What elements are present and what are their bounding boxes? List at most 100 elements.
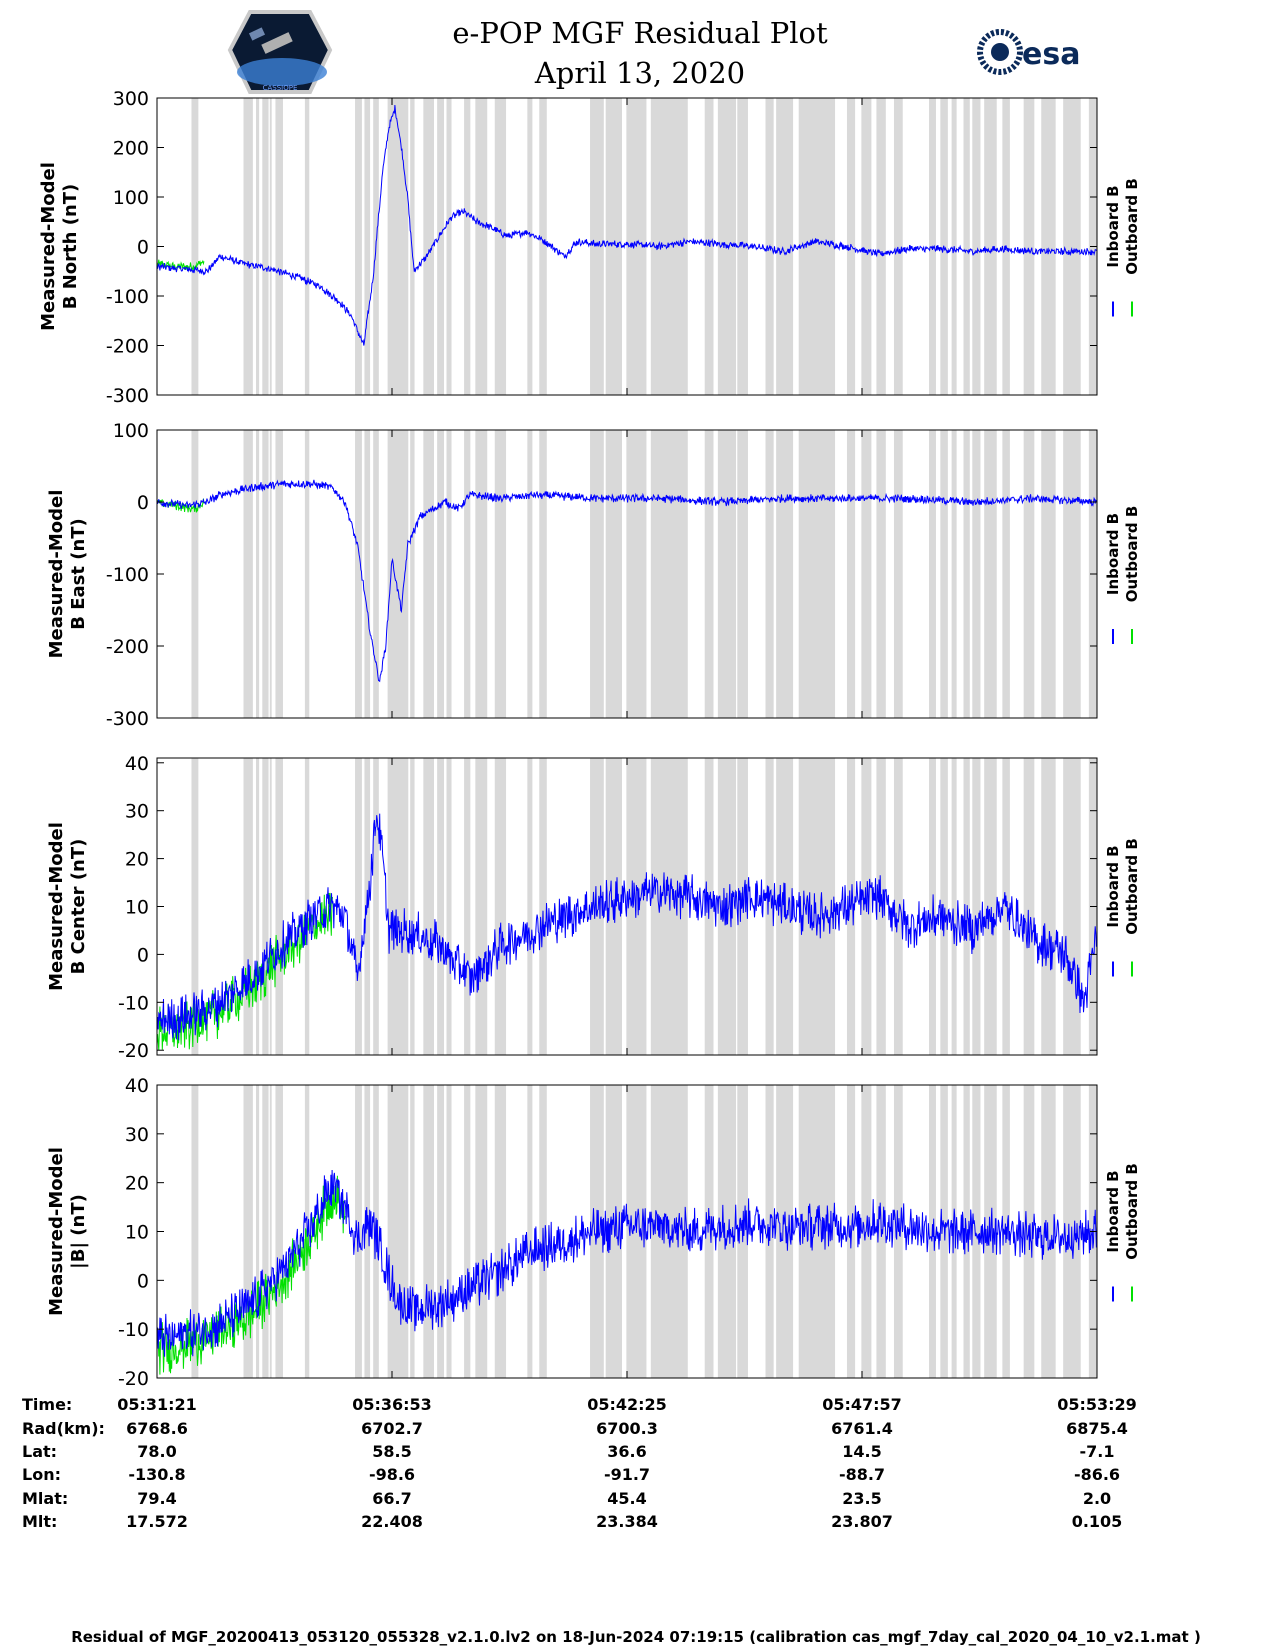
shade-band-35 (940, 758, 948, 1055)
shade-band-2 (256, 758, 260, 1055)
shade-band-27 (765, 758, 774, 1055)
panel-total: -20 -10 0 10 20 30 40 Measured-Model|B| (nT) Inb… (46, 1075, 1141, 1390)
shade-band-0 (191, 758, 199, 1055)
shade-band-22 (626, 430, 647, 718)
shade-band-34 (929, 430, 936, 718)
shaded-intervals (191, 758, 1097, 1055)
shade-band-35 (940, 430, 948, 718)
shade-band-1 (243, 430, 253, 718)
y-tick-label: -100 (106, 286, 149, 308)
shade-band-24 (704, 430, 714, 718)
shade-band-42 (1041, 430, 1056, 718)
table-row-label: Mlt: (22, 1512, 57, 1531)
shade-band-17 (494, 1085, 507, 1378)
shade-band-39 (984, 758, 997, 1055)
table-cell: 0.105 (1072, 1512, 1123, 1531)
shade-band-18 (527, 758, 533, 1055)
shade-band-3 (262, 98, 269, 395)
shade-band-36 (951, 430, 957, 718)
plot-title: e-POP MGF Residual Plot (452, 16, 828, 50)
shade-band-26 (737, 98, 748, 395)
table-cell: 14.5 (842, 1442, 881, 1461)
shade-band-26 (737, 430, 748, 718)
table-cell: 05:47:57 (822, 1395, 902, 1414)
y-tick-label: 20 (125, 849, 149, 871)
table-cell: -7.1 (1080, 1442, 1115, 1461)
table-cell: 23.5 (842, 1489, 881, 1508)
plot-date: April 13, 2020 (534, 56, 745, 90)
table-cell: 23.384 (596, 1512, 658, 1531)
shade-band-12 (423, 758, 434, 1055)
shade-band-19 (539, 758, 547, 1055)
table-row-label: Lon: (22, 1465, 61, 1484)
shade-band-20 (590, 98, 604, 395)
shade-band-15 (464, 98, 471, 395)
shade-band-17 (494, 758, 507, 1055)
table-cell: 05:31:21 (117, 1395, 197, 1414)
shade-band-21 (605, 430, 622, 718)
table-cell: 6700.3 (596, 1419, 658, 1438)
shade-band-13 (437, 1085, 445, 1378)
shade-band-36 (951, 758, 957, 1055)
shade-band-40 (1002, 430, 1010, 718)
legend-outboard-label: Outboard B (1123, 178, 1141, 275)
y-tick-label: -300 (106, 708, 149, 730)
y-axis-label: Measured-ModelB Center (nT) (46, 822, 89, 991)
shade-band-20 (590, 430, 604, 718)
shade-band-26 (737, 758, 748, 1055)
y-tick-label: -200 (106, 336, 149, 358)
table-cell: 05:53:29 (1057, 1395, 1137, 1414)
legend-outboard-label: Outboard B (1123, 506, 1141, 603)
table-cell: -98.6 (369, 1465, 415, 1484)
table-cell: -91.7 (604, 1465, 650, 1484)
shade-band-1 (243, 98, 253, 395)
shade-band-10 (387, 98, 409, 395)
shade-band-37 (963, 430, 970, 718)
y-tick-label: 100 (113, 420, 149, 442)
shade-band-18 (527, 98, 533, 395)
esa-logo: esa (977, 29, 1080, 75)
shade-band-28 (776, 430, 794, 718)
shade-band-32 (876, 98, 886, 395)
y-axis-label: Measured-ModelB North (nT) (38, 162, 81, 331)
shade-band-6 (304, 430, 310, 718)
y-tick-label: -300 (106, 385, 149, 407)
legend-outboard-label: Outboard B (1123, 838, 1141, 935)
table-cell: 78.0 (137, 1442, 176, 1461)
shade-band-14 (446, 1085, 452, 1378)
shade-band-0 (191, 1085, 199, 1378)
table-cell: 45.4 (607, 1489, 646, 1508)
shade-band-19 (539, 98, 547, 395)
legend-inboard-label: Inboard B (1104, 185, 1122, 267)
table-cell: 6761.4 (831, 1419, 893, 1438)
table-row-label: Time: (22, 1395, 72, 1414)
table-cell: -130.8 (128, 1465, 185, 1484)
shade-band-16 (475, 430, 488, 718)
shade-band-10 (387, 430, 409, 718)
shade-band-33 (893, 98, 903, 395)
panel-north: -300 -200 -100 0 100 200 300 Measured-ModelB No… (38, 88, 1141, 407)
shade-band-0 (191, 430, 199, 718)
shade-band-29 (798, 758, 836, 1055)
shade-band-6 (304, 758, 310, 1055)
shade-band-28 (776, 1085, 794, 1378)
shade-band-15 (464, 1085, 471, 1378)
cassiope-logo-text: CASSIOPE (263, 84, 298, 92)
y-tick-label: 30 (125, 801, 149, 823)
shade-band-18 (527, 1085, 533, 1378)
shade-band-42 (1041, 98, 1056, 395)
legend-outboard-label: Outboard B (1123, 1163, 1141, 1260)
table-cell: 58.5 (372, 1442, 411, 1461)
shade-band-5 (275, 1085, 283, 1378)
shade-band-29 (798, 430, 836, 718)
shade-band-2 (256, 430, 260, 718)
panel-east: -300 -200 -100 0 100 Measured-ModelB East (nT… (46, 420, 1141, 730)
shade-band-1 (243, 1085, 253, 1378)
table-cell: 66.7 (372, 1489, 411, 1508)
table-cell: 79.4 (137, 1489, 176, 1508)
shade-band-33 (893, 758, 903, 1055)
table-cell: 2.0 (1083, 1489, 1111, 1508)
shade-band-24 (704, 1085, 714, 1378)
table-cell: 6702.7 (361, 1419, 423, 1438)
shade-band-4 (269, 1085, 272, 1378)
